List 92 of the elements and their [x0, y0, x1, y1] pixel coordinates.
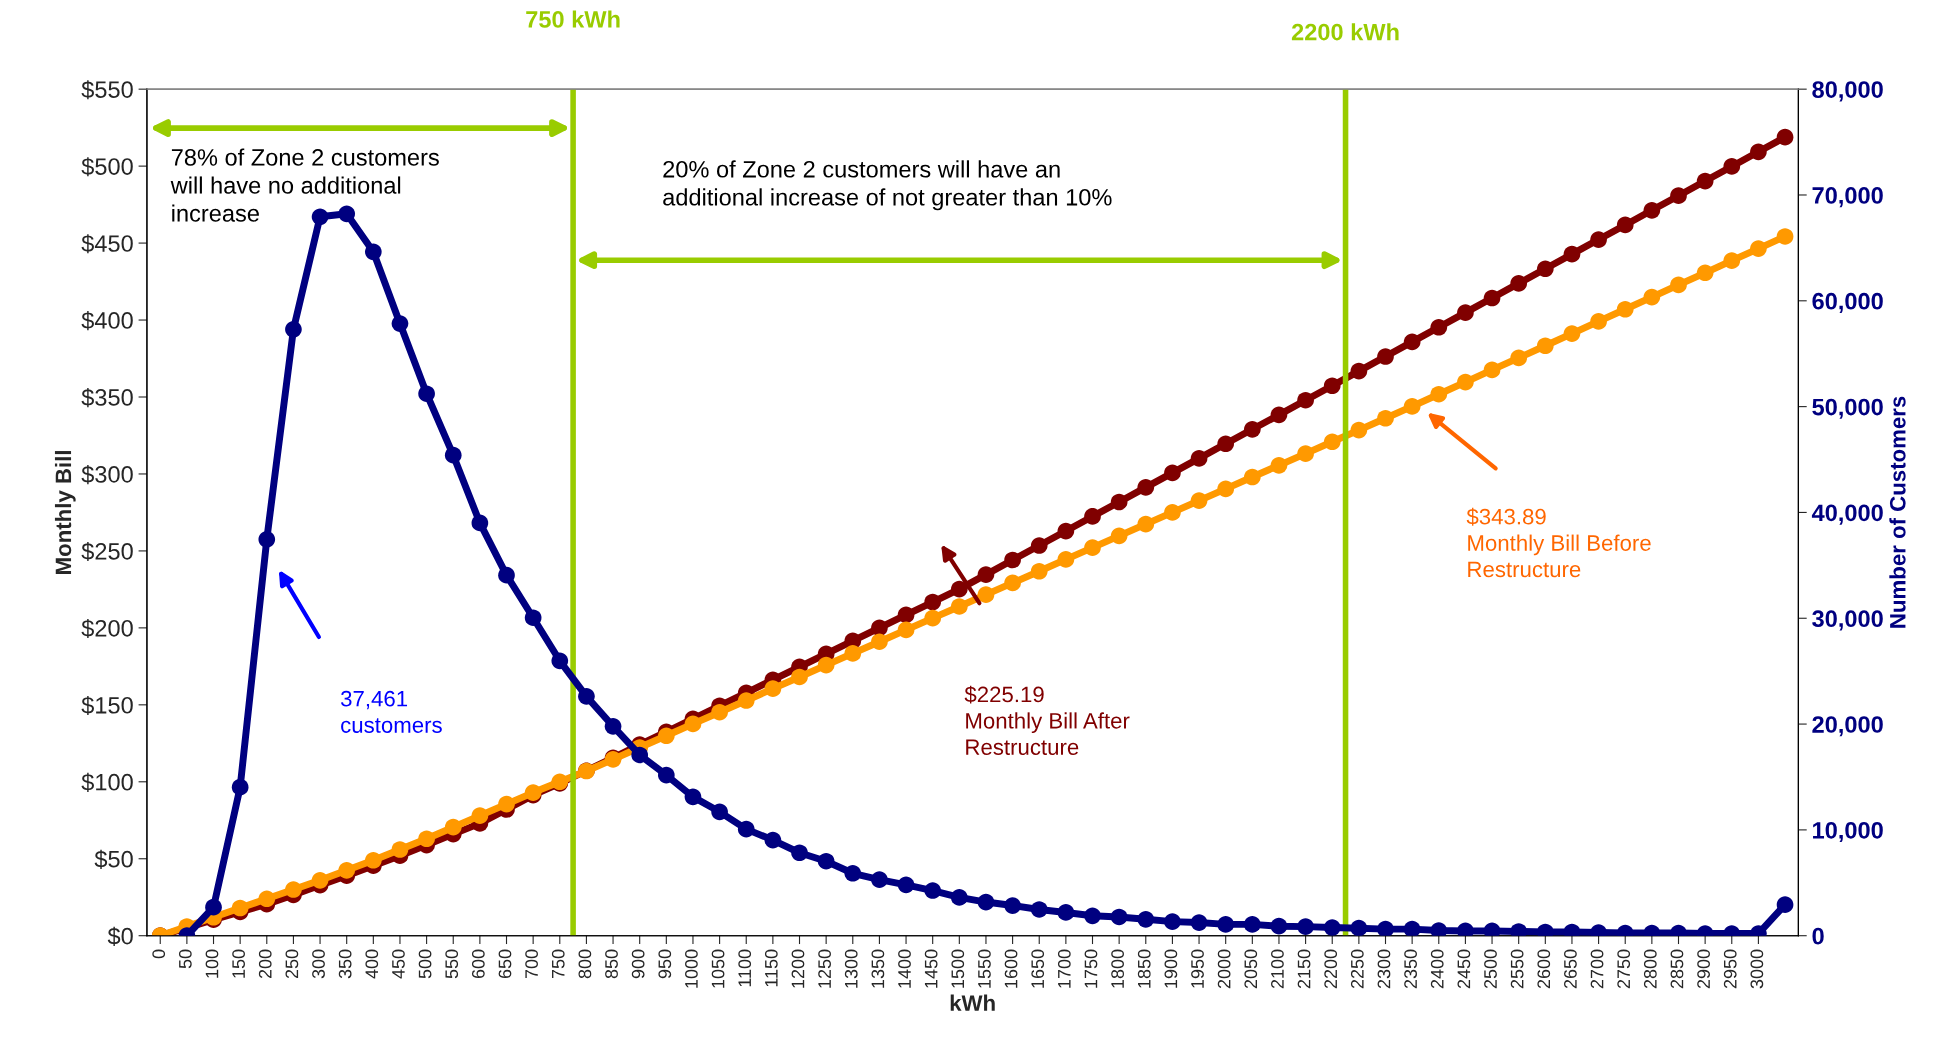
annotation: $225.19 Monthly Bill After Restructure	[964, 685, 1130, 755]
x-tick-label: 1500	[951, 949, 965, 988]
x-tick-label: 2200	[1324, 949, 1338, 989]
y2-tick-label: 0	[1812, 927, 1824, 945]
x-tick-label: 750	[551, 949, 565, 979]
ref-line-label: 750 kWh	[526, 10, 620, 28]
x-tick-label: 1900	[1164, 949, 1178, 988]
x-tick-label: 1350	[871, 949, 885, 988]
x-tick-label: 1700	[1057, 949, 1071, 988]
x-tick-label: 1600	[1004, 949, 1018, 988]
x-tick-label: 100	[205, 949, 219, 978]
x-tick-label: 1650	[1031, 949, 1045, 988]
x-tick-label: 2800	[1643, 949, 1657, 989]
x-tick-label: 3000	[1750, 949, 1764, 989]
y2-tick-label: 40,000	[1811, 504, 1883, 525]
x-tick-label: 1800	[1111, 949, 1124, 988]
x-tick-label: 200	[258, 949, 272, 979]
y-tick-label: $100	[81, 772, 133, 792]
x-tick-label: 2050	[1244, 949, 1258, 989]
x-tick-label: 1250	[818, 949, 831, 988]
x-tick-label: 1050	[711, 949, 725, 988]
x-tick-label: 1100	[738, 949, 752, 987]
x-tick-label: 0	[152, 949, 166, 959]
x-tick-label: 50	[178, 949, 192, 969]
x-tick-label: 2350	[1404, 949, 1417, 989]
y2-tick-label: 70,000	[1812, 187, 1883, 208]
x-tick-label: 700	[525, 949, 538, 979]
x-tick-label: 2500	[1484, 949, 1497, 989]
annotation: 20% of Zone 2 customers will have an additional increase of not greater than 10%	[663, 160, 1112, 211]
y2-tick-label: 50,000	[1812, 398, 1883, 419]
x-tick-label: 2750	[1617, 949, 1631, 989]
x-axis-title: kWh	[950, 994, 995, 1011]
x-tick-label: 2900	[1697, 949, 1710, 989]
annotation: $343.89 Monthly Bill Before Restructure	[1466, 507, 1651, 578]
y2-tick-label: 20,000	[1812, 716, 1883, 737]
x-tick-label: 600	[471, 949, 485, 979]
x-tick-label: 650	[498, 949, 512, 979]
y-tick-label: $200	[81, 618, 133, 639]
y2-tick-label: 80,000	[1812, 81, 1883, 102]
y-tick-label: $250	[81, 541, 133, 562]
x-tick-label: 1200	[791, 949, 805, 988]
y-tick-label: $450	[81, 234, 133, 254]
y2-tick-label: 30,000	[1812, 610, 1883, 631]
x-tick-label: 850	[605, 949, 618, 979]
x-tick-label: 2250	[1350, 949, 1364, 989]
x-tick-label: 2550	[1510, 949, 1524, 989]
annotation: 37,461 customers	[340, 690, 442, 733]
y-tick-label: $50	[94, 849, 133, 869]
x-tick-label: 2400	[1430, 949, 1444, 989]
x-tick-label: 2300	[1377, 949, 1391, 989]
x-tick-label: 350	[338, 949, 352, 979]
x-tick-label: 500	[418, 949, 432, 979]
y2-axis-title: Number of Customers	[1889, 396, 1906, 628]
x-tick-label: 800	[578, 949, 592, 979]
x-tick-label: 1300	[844, 949, 858, 988]
x-tick-label: 1450	[924, 949, 938, 988]
y-tick-label: $550	[81, 80, 133, 100]
ref-line-label: 2200 kWh	[1291, 23, 1399, 41]
x-tick-label: 300	[312, 949, 325, 979]
x-tick-label: 2600	[1537, 949, 1551, 989]
x-tick-label: 400	[365, 949, 379, 979]
x-tick-label: 2450	[1457, 949, 1471, 989]
x-tick-label: 250	[285, 949, 299, 979]
y-tick-label: $500	[81, 157, 133, 177]
x-tick-label: 900	[631, 949, 645, 979]
x-tick-label: 2650	[1564, 949, 1577, 989]
x-tick-label: 1150	[764, 949, 778, 987]
y-tick-label: $150	[81, 695, 133, 716]
x-tick-label: 1850	[1137, 949, 1151, 988]
x-tick-label: 1000	[685, 949, 698, 988]
y2-tick-label: 60,000	[1812, 292, 1883, 314]
x-tick-label: 2950	[1723, 949, 1737, 989]
y-tick-label: $400	[81, 311, 133, 331]
y2-tick-label: 10,000	[1813, 821, 1883, 843]
x-tick-label: 1750	[1084, 949, 1098, 988]
y-tick-label: $350	[81, 388, 133, 408]
annotation: 78% of Zone 2 customers will have no additional increase	[170, 148, 439, 222]
x-tick-label: 1400	[898, 949, 911, 988]
x-tick-label: 550	[445, 949, 459, 979]
x-tick-label: 2000	[1217, 949, 1231, 989]
x-tick-label: 2700	[1590, 949, 1604, 989]
x-tick-label: 1950	[1191, 949, 1204, 988]
x-tick-label: 450	[392, 949, 405, 979]
x-tick-label: 950	[658, 949, 672, 979]
x-tick-label: 2850	[1670, 949, 1684, 989]
y-tick-label: $300	[81, 465, 133, 485]
y-tick-label: $0	[107, 926, 133, 946]
x-tick-label: 1550	[978, 949, 991, 988]
x-tick-label: 150	[232, 949, 245, 978]
x-tick-label: 2100	[1271, 949, 1284, 989]
x-tick-label: 2150	[1297, 949, 1311, 989]
y-axis-title: Monthly Bill	[54, 451, 76, 574]
